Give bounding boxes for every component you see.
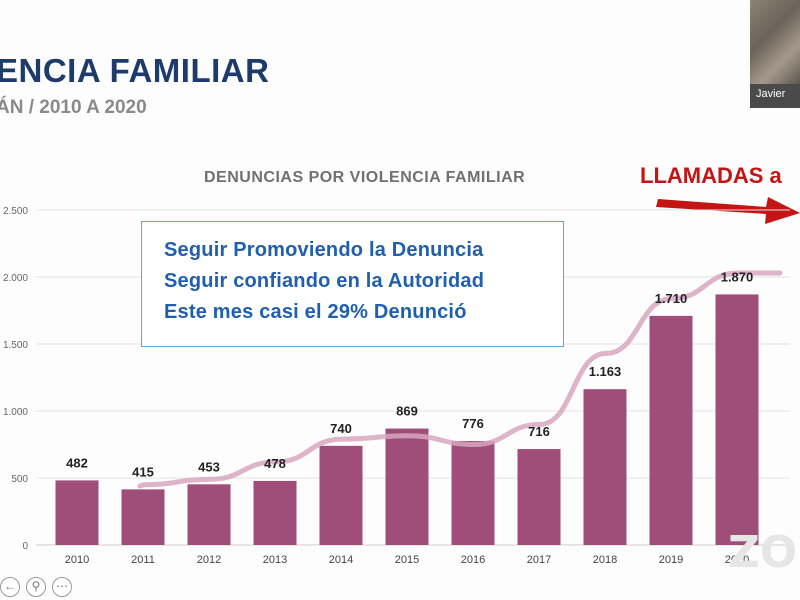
y-tick-label: 2.500: [3, 206, 28, 217]
chart-title: DENUNCIAS POR VIOLENCIA FAMILIAR: [204, 169, 526, 186]
bar: [385, 428, 429, 545]
y-tick-label: 1.500: [3, 340, 28, 351]
bar: [253, 480, 297, 545]
participant-video-feed: [750, 0, 800, 84]
bar-value-label: 1.710: [655, 291, 688, 306]
bar-value-label: 478: [264, 456, 286, 471]
more-icon[interactable]: ⋯: [52, 577, 72, 597]
y-tick-label: 2.000: [3, 273, 28, 284]
x-tick-label: 2017: [527, 554, 551, 566]
bar-value-label: 415: [132, 464, 154, 479]
message-line-2: Seguir confiando en la Autoridad: [164, 270, 485, 292]
trend-line: [137, 270, 783, 489]
bar-value-label: 716: [528, 424, 550, 439]
x-tick-label: 2015: [395, 554, 419, 566]
x-tick-label: 2014: [329, 554, 353, 566]
bar: [187, 484, 231, 545]
bar: [55, 480, 99, 545]
bar: [649, 315, 693, 545]
message-line-3: Este mes casi el 29% Denunció: [164, 301, 467, 323]
x-tick-label: 2020: [725, 554, 749, 566]
x-tick-label: 2012: [197, 554, 221, 566]
bar-value-label: 1.870: [721, 269, 754, 284]
bar: [517, 449, 561, 545]
left-arrow-icon[interactable]: ←: [0, 577, 20, 597]
zoom-watermark-logo: ZO: [728, 527, 798, 578]
bar-value-label: 776: [462, 416, 484, 431]
bar: [319, 445, 363, 545]
bar-value-label: 869: [396, 404, 418, 419]
x-tick-label: 2011: [131, 554, 155, 566]
bar: [451, 441, 495, 545]
x-tick-label: 2019: [659, 554, 683, 566]
message-box: Seguir Promoviendo la Denuncia Seguir co…: [141, 221, 564, 347]
bar: [121, 489, 165, 545]
x-tick-label: 2013: [263, 554, 287, 566]
x-tick-label: 2010: [65, 554, 89, 566]
bar-value-label: 740: [330, 421, 352, 436]
x-tick-label: 2016: [461, 554, 485, 566]
message-line-1: Seguir Promoviendo la Denuncia: [164, 239, 484, 261]
x-tick-label: 2018: [593, 554, 617, 566]
bar: [715, 294, 759, 545]
participant-video-tile[interactable]: Javier: [750, 0, 800, 108]
slide-heading: ENCIA FAMILIAR: [0, 52, 270, 89]
bar-value-label: 453: [198, 459, 220, 474]
bar: [583, 389, 627, 545]
participant-name: Javier: [756, 88, 786, 100]
y-tick-label: 0: [22, 541, 28, 552]
bar-value-label: 482: [66, 455, 88, 470]
slide-subheading: ÁN / 2010 A 2020: [0, 97, 147, 118]
bar-value-label: 1.163: [589, 364, 622, 379]
y-tick-label: 1.000: [3, 407, 28, 418]
y-tick-label: 500: [11, 474, 28, 485]
callout-text: LLAMADAS a: [640, 163, 782, 188]
zoom-icon[interactable]: ⚲: [26, 577, 46, 597]
